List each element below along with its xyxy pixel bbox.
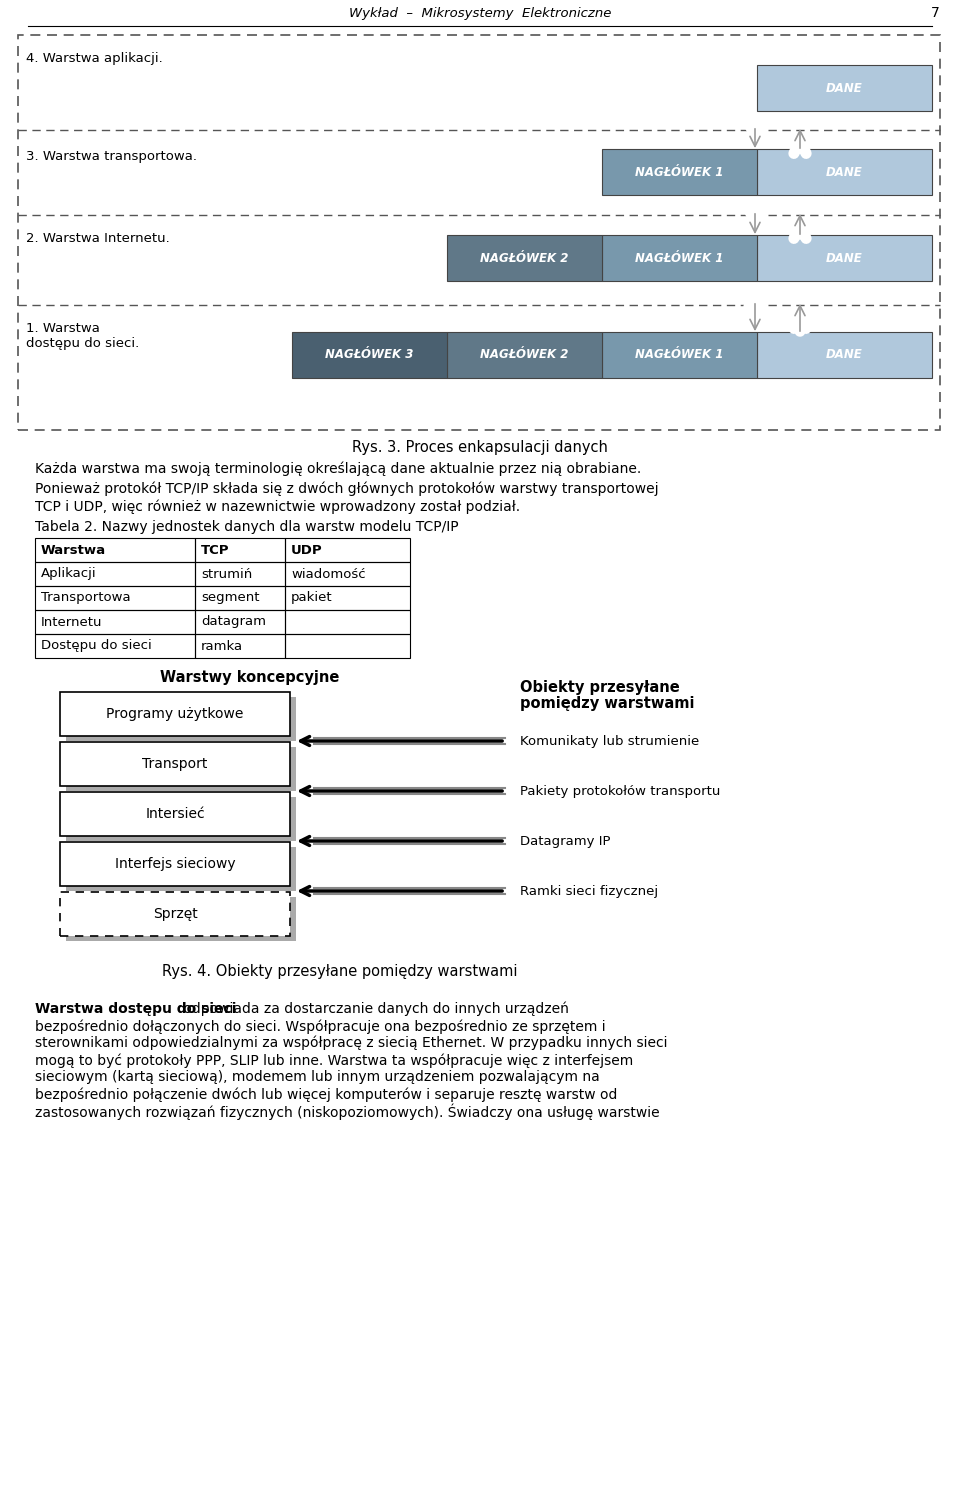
Text: Transport: Transport — [142, 757, 207, 771]
Text: wiadomość: wiadomość — [291, 568, 366, 581]
Text: pomiędzy warstwami: pomiędzy warstwami — [520, 696, 694, 711]
Bar — [66, 796, 296, 841]
Text: odpowiada za dostarczanie danych do innych urządzeń: odpowiada za dostarczanie danych do inny… — [179, 1002, 569, 1016]
Bar — [35, 586, 195, 610]
Bar — [60, 792, 290, 837]
Bar — [602, 235, 757, 281]
Text: bezpośrednio połączenie dwóch lub więcej komputerów i separuje resztę warstw od: bezpośrednio połączenie dwóch lub więcej… — [35, 1088, 617, 1101]
Text: Obiekty przesyłane: Obiekty przesyłane — [520, 680, 680, 695]
Text: Internetu: Internetu — [41, 616, 103, 629]
Text: Ramki sieci fizycznej: Ramki sieci fizycznej — [520, 884, 659, 898]
Text: 7: 7 — [931, 6, 940, 19]
Bar — [285, 562, 410, 586]
Bar — [66, 747, 296, 790]
Text: pakiet: pakiet — [291, 592, 332, 605]
Text: ramka: ramka — [201, 639, 243, 653]
Text: NAGŁÓWEK 2: NAGŁÓWEK 2 — [480, 251, 568, 264]
Text: Pakiety protokołów transportu: Pakiety protokołów transportu — [520, 784, 720, 798]
Bar — [66, 896, 296, 941]
Bar — [285, 538, 410, 562]
Text: Programy użytkowe: Programy użytkowe — [107, 707, 244, 722]
Bar — [66, 698, 296, 741]
Text: NAGŁÓWEK 1: NAGŁÓWEK 1 — [636, 166, 724, 178]
Text: NAGŁÓWEK 1: NAGŁÓWEK 1 — [636, 251, 724, 264]
Text: Intersieć: Intersieć — [145, 807, 204, 822]
Bar — [35, 562, 195, 586]
Text: DANE: DANE — [827, 348, 863, 362]
Bar — [60, 892, 290, 937]
Bar — [60, 692, 290, 737]
Text: NAGŁÓWEK 2: NAGŁÓWEK 2 — [480, 348, 568, 362]
Bar — [195, 586, 285, 610]
Text: zastosowanych rozwiązań fizycznych (niskopoziomowych). Świadczy ona usługę warst: zastosowanych rozwiązań fizycznych (nisk… — [35, 1104, 660, 1120]
Text: Warstwa: Warstwa — [41, 544, 107, 556]
Bar — [602, 332, 757, 378]
Text: NAGŁÓWEK 3: NAGŁÓWEK 3 — [325, 348, 414, 362]
Text: Każda warstwa ma swoją terminologię określającą dane aktualnie przez nią obrabia: Każda warstwa ma swoją terminologię okre… — [35, 462, 641, 477]
Text: Rys. 4. Obiekty przesyłane pomiędzy warstwami: Rys. 4. Obiekty przesyłane pomiędzy wars… — [162, 964, 517, 979]
Bar — [66, 847, 296, 890]
Bar — [292, 332, 447, 378]
Text: Transportowa: Transportowa — [41, 592, 131, 605]
Bar — [195, 633, 285, 657]
Bar — [195, 538, 285, 562]
Text: datagram: datagram — [201, 616, 266, 629]
Text: TCP: TCP — [201, 544, 229, 556]
Text: Aplikacji: Aplikacji — [41, 568, 97, 581]
Text: DANE: DANE — [827, 251, 863, 264]
Text: Warstwa dostępu do sieci: Warstwa dostępu do sieci — [35, 1002, 236, 1016]
Text: Ponieważ protokół TCP/IP składa się z dwóch głównych protokołów warstwy transpor: Ponieważ protokół TCP/IP składa się z dw… — [35, 481, 659, 496]
Text: Tabela 2. Nazwy jednostek danych dla warstw modelu TCP/IP: Tabela 2. Nazwy jednostek danych dla war… — [35, 520, 459, 533]
Text: 4. Warstwa aplikacji.: 4. Warstwa aplikacji. — [26, 52, 163, 66]
Bar — [285, 610, 410, 633]
Text: Sprzęt: Sprzęt — [153, 907, 198, 920]
Bar — [285, 586, 410, 610]
Text: Dostępu do sieci: Dostępu do sieci — [41, 639, 152, 653]
Text: NAGŁÓWEK 1: NAGŁÓWEK 1 — [636, 348, 724, 362]
Bar — [285, 633, 410, 657]
Bar — [757, 66, 932, 111]
Text: mogą to być protokoły PPP, SLIP lub inne. Warstwa ta współpracuje więc z interfe: mogą to być protokoły PPP, SLIP lub inne… — [35, 1053, 634, 1068]
Bar — [757, 149, 932, 196]
Bar — [757, 332, 932, 378]
Bar — [195, 610, 285, 633]
Bar — [35, 610, 195, 633]
Bar — [35, 633, 195, 657]
Bar — [195, 562, 285, 586]
Bar — [18, 34, 940, 430]
Text: Warstwy koncepcyjne: Warstwy koncepcyjne — [160, 669, 340, 686]
Text: Interfejs sieciowy: Interfejs sieciowy — [114, 858, 235, 871]
Text: DANE: DANE — [827, 166, 863, 178]
Text: Rys. 3. Proces enkapsulacji danych: Rys. 3. Proces enkapsulacji danych — [352, 441, 608, 456]
Bar — [757, 235, 932, 281]
Text: sieciowym (kartą sieciową), modemem lub innym urządzeniem pozwalającym na: sieciowym (kartą sieciową), modemem lub … — [35, 1070, 600, 1085]
Text: Komunikaty lub strumienie: Komunikaty lub strumienie — [520, 735, 699, 747]
Bar — [60, 743, 290, 786]
Bar — [447, 332, 602, 378]
Text: TCP i UDP, więc również w nazewnictwie wprowadzony został podział.: TCP i UDP, więc również w nazewnictwie w… — [35, 499, 520, 514]
Text: Datagramy IP: Datagramy IP — [520, 835, 611, 847]
Text: UDP: UDP — [291, 544, 323, 556]
Text: 2. Warstwa Internetu.: 2. Warstwa Internetu. — [26, 232, 170, 245]
Bar — [60, 843, 290, 886]
Bar — [447, 235, 602, 281]
Text: strumiń: strumiń — [201, 568, 252, 581]
Text: 3. Warstwa transportowa.: 3. Warstwa transportowa. — [26, 149, 197, 163]
Text: segment: segment — [201, 592, 259, 605]
Text: DANE: DANE — [827, 82, 863, 94]
Text: bezpośrednio dołączonych do sieci. Współpracuje ona bezpośrednio ze sprzętem i: bezpośrednio dołączonych do sieci. Współ… — [35, 1019, 606, 1034]
Text: Wykład  –  Mikrosystemy  Elektroniczne: Wykład – Mikrosystemy Elektroniczne — [348, 6, 612, 19]
Text: sterownikami odpowiedzialnymi za współpracę z siecią Ethernet. W przypadku innyc: sterownikami odpowiedzialnymi za współpr… — [35, 1035, 667, 1050]
Bar — [602, 149, 757, 196]
Bar — [35, 538, 195, 562]
Text: 1. Warstwa
dostępu do sieci.: 1. Warstwa dostępu do sieci. — [26, 323, 139, 350]
